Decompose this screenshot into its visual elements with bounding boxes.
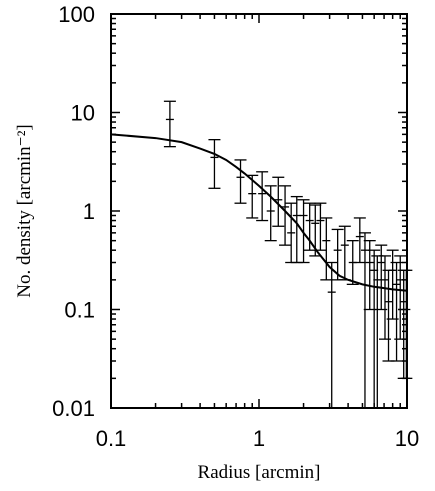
data-point <box>303 202 316 251</box>
y-tick-label: 1 <box>83 199 95 224</box>
data-point <box>400 269 413 379</box>
data-point <box>234 159 247 204</box>
data-point <box>163 100 176 148</box>
y-axis-label: No. density [arcmin⁻²] <box>14 124 35 298</box>
data-point <box>346 240 359 286</box>
data-point <box>353 217 366 264</box>
y-tick-label: 0.1 <box>64 298 95 323</box>
data-point <box>338 225 351 281</box>
data-point <box>325 261 338 408</box>
y-tick-label: 0.01 <box>52 396 95 421</box>
x-tick-label: 1 <box>253 426 265 451</box>
x-tick-label: 10 <box>395 426 419 451</box>
data-point <box>358 232 371 408</box>
data-point <box>246 174 259 219</box>
errorbar-series <box>163 100 413 408</box>
data-point <box>320 217 333 281</box>
data-point <box>208 139 221 189</box>
y-tick-label: 10 <box>71 101 95 126</box>
plot-area <box>110 13 413 409</box>
x-axis-label: Radius [arcmin] <box>198 462 321 483</box>
data-point <box>264 185 277 242</box>
plot-frame <box>110 13 408 409</box>
data-point <box>272 176 285 227</box>
y-tick-label: 100 <box>58 2 95 27</box>
model-curve <box>110 133 408 292</box>
data-point <box>256 171 269 222</box>
data-point <box>331 228 344 281</box>
x-tick-label: 0.1 <box>96 426 127 451</box>
data-point <box>314 202 327 251</box>
axis-ticks <box>110 13 408 409</box>
